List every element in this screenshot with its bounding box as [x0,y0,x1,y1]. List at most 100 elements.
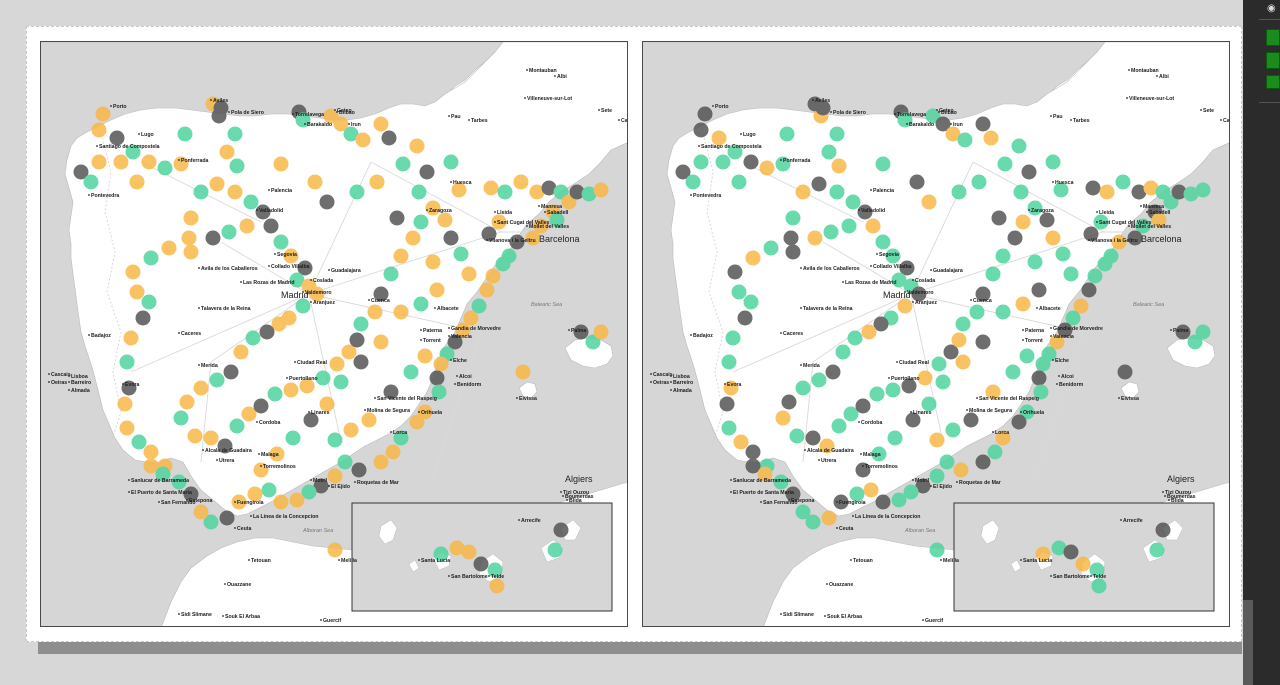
map-point [245,330,261,346]
place-label-blida: Blida [1171,498,1184,504]
place-label-gijon: Pola de Siero [231,110,264,116]
map-point [1183,186,1199,202]
map-point [373,454,389,470]
map-point [943,344,959,360]
city-dot [852,515,854,517]
place-label-mollet: Mollet del Valles [1131,224,1171,230]
city-dot [1220,119,1222,121]
map-point [361,412,377,428]
city-dot [48,381,50,383]
map-point [461,266,477,282]
map-point [129,284,145,300]
map-point [693,122,709,138]
map-point [593,324,609,340]
map-point [463,310,479,326]
city-dot [724,383,726,385]
map-point [1011,138,1027,154]
place-label-utrera: Utrera [821,458,836,464]
map-point [675,164,691,180]
city-dot [454,383,456,385]
map-point [891,492,907,508]
city-dot [698,145,700,147]
map-point [985,384,1001,400]
place-label-santaluca: Santa Lucia [1023,558,1052,564]
place-label-alcoy: Alcoi [459,374,472,380]
city-dot [526,225,528,227]
map-point [917,370,933,386]
map-point [1143,180,1159,196]
place-label-oeiras: Oeiras [51,380,67,386]
map-point [533,218,549,234]
place-label-roquetas: Roquetas de Mar [959,480,1001,486]
layer-swatch-3[interactable] [1266,75,1280,89]
scrollbar[interactable] [1243,600,1253,685]
map-point [307,174,323,190]
map-point [141,154,157,170]
ibiza [518,381,538,399]
layer-swatch-2[interactable] [1266,52,1280,69]
place-label-roquetas: Roquetas de Mar [357,480,399,486]
map-point [433,356,449,372]
place-label-valladolid: Valladolid [861,208,885,214]
map-point [393,304,409,320]
place-label-alcoy: Alcoi [1061,374,1074,380]
city-dot [566,499,568,501]
city-dot [860,453,862,455]
map-point [903,484,919,500]
place-label-torrelavega: Torrelavega [897,112,926,118]
map-point [909,174,925,190]
place-label-merida: Merida [803,363,820,369]
point-markers [675,96,1211,594]
city-dot [224,583,226,585]
map-point [935,116,951,132]
place-label-segovia: Segovia [879,252,899,258]
map-point [431,384,447,400]
place-label-valencia: Valencia [451,334,472,340]
city-dot [1170,329,1172,331]
map-point [1093,214,1109,230]
map-point [327,468,343,484]
map-point [383,384,399,400]
map-point [805,430,821,446]
place-label-barakaldo: Barakaldo [909,122,934,128]
city-dot [450,181,452,183]
map-point [901,378,917,394]
place-label-santiago: Santiago de Compostela [99,144,160,150]
place-label-bilbao: Bilbao [941,110,957,116]
map-panel-left[interactable]: Porto Lugo Santiago de Compostela Ponferrad… [40,41,628,627]
map-point [413,214,429,230]
eye-icon[interactable]: ◉ [1267,3,1276,14]
map-point [333,116,349,132]
place-label-linares: Linares [311,410,330,416]
map-point [233,344,249,360]
map-point [295,112,311,128]
map-point [353,316,369,332]
map-point [1117,364,1133,380]
map-point [861,324,877,340]
city-dot [486,239,488,241]
map-point [173,410,189,426]
city-dot [216,459,218,461]
city-dot [228,111,230,113]
place-label-torrente: Torrent [423,338,441,344]
map-point [417,348,433,364]
map-point [573,324,589,340]
map-point [333,374,349,390]
map-point [1031,370,1047,386]
map-panel-right[interactable]: Porto Lugo Santiago de Compostela Ponferrad… [642,41,1230,627]
city-dot [354,481,356,483]
map-point [911,286,927,302]
map-point [123,330,139,346]
map-point [413,296,429,312]
layer-swatch-1[interactable] [1266,29,1280,46]
city-dot [862,465,864,467]
place-label-bilbao: Bilbao [339,110,355,116]
place-label-sanvicente: San Vicente del Raspeig [979,396,1039,402]
map-point [119,354,135,370]
place-label-zaragoza: Zaragoza [429,208,452,214]
map-point [285,430,301,446]
city-dot [1128,69,1130,71]
city-dot [804,449,806,451]
place-label-lleida: Lleida [497,210,512,216]
map-point [785,486,801,502]
